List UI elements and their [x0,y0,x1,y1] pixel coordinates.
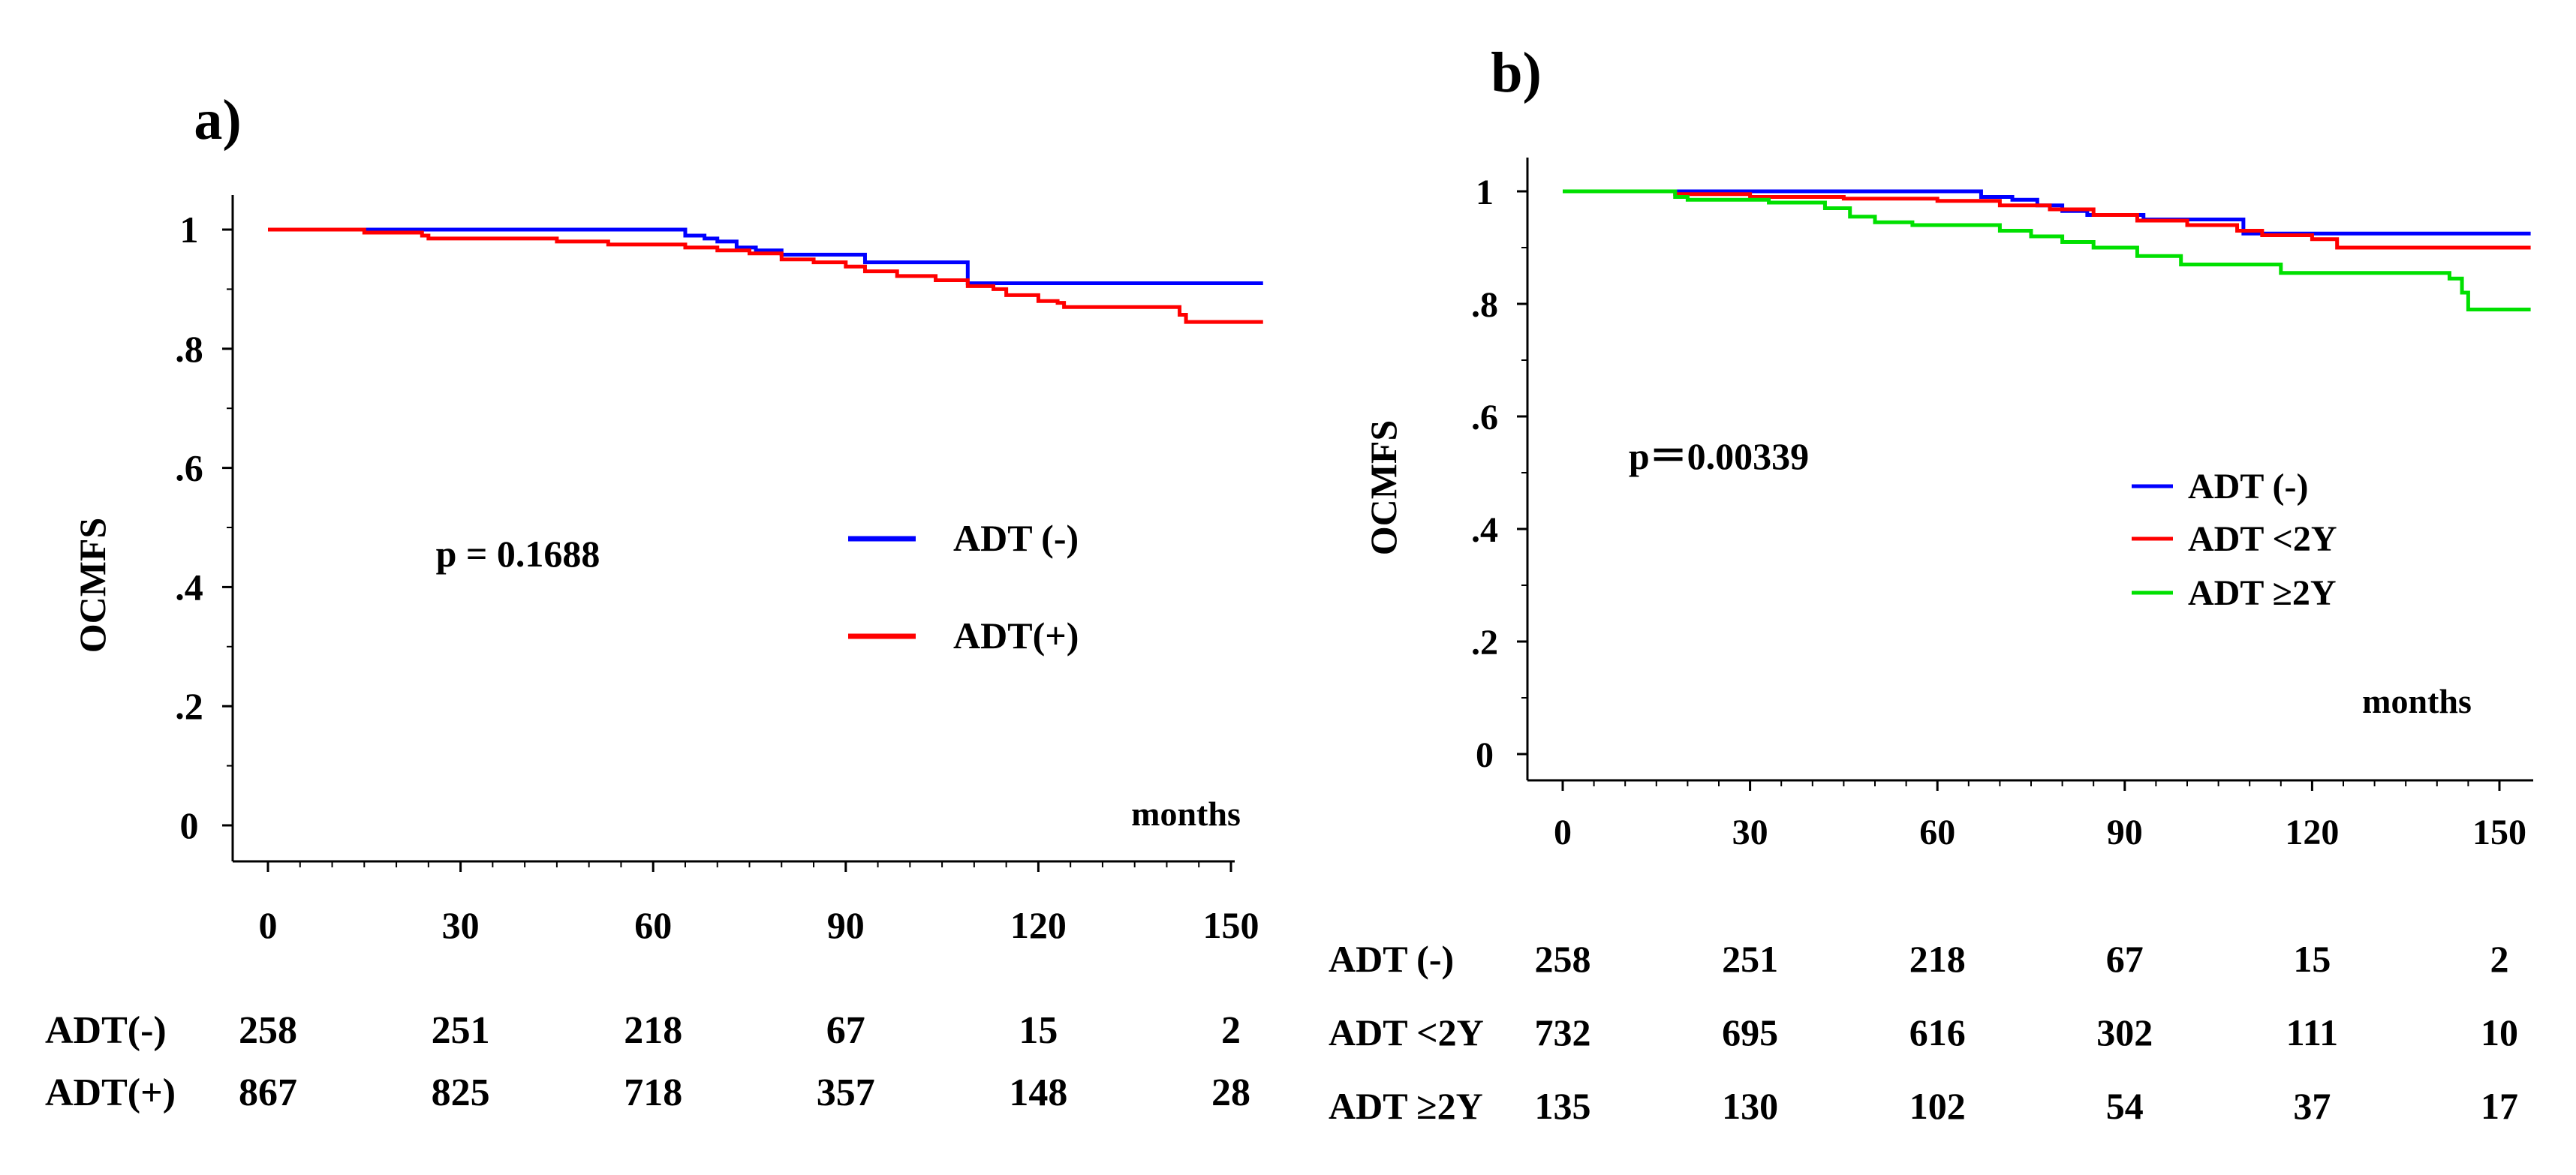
panel-b-risk-count: 17 [2481,1085,2518,1127]
panel-b-risk-count: 258 [1535,938,1591,980]
panel-b-risk-count: 130 [1722,1085,1778,1127]
panel-a-y-tick-label: .6 [175,447,203,489]
panel-b-y-tick-label: .4 [1471,510,1498,550]
panel-a-risk-row-label: ADT(+) [45,1071,176,1114]
panel-b-risk-count: 2 [2490,938,2509,980]
panel-b-x-tick-label: 0 [1554,813,1572,852]
panel-b-x-tick-label: 30 [1732,813,1768,852]
panel-b-risk-count: 218 [1909,938,1966,980]
panel-a-risk-count: 218 [624,1009,682,1052]
panel-a-y-tick-label: 0 [180,804,199,846]
panel-b-legend-entry: ADT <2Y [2188,519,2337,559]
panel-a-risk-count: 718 [624,1071,682,1114]
panel-b-risk-row-label: ADT (-) [1329,938,1454,980]
panel-b-y-tick-label: 1 [1476,173,1494,212]
panel-b-x-tick-label: 120 [2285,813,2339,852]
panel-b-y-tick-label: 0 [1476,735,1494,775]
panel-b-legend-entry: ADT (-) [2188,467,2308,506]
panel-a-risk-count: 148 [1009,1071,1067,1114]
panel-a-x-tick-label: 150 [1203,904,1259,946]
panel-b-x-tick-label: 90 [2107,813,2143,852]
panel-a-risk-count: 2 [1221,1009,1241,1052]
panel-b-curve-series-2 [1563,189,2531,250]
panel-a-risk-count: 251 [432,1009,490,1052]
panel-a-y-axis-label: OCMFS [71,518,113,654]
panel-b-risk-count: 695 [1722,1011,1778,1053]
panel-a-legend-entry: ADT (-) [953,517,1079,559]
panel-a-curve-series-1 [268,227,1263,285]
panel-b-risk-count: 732 [1535,1011,1591,1053]
panel-b-risk-count: 102 [1909,1085,1966,1127]
panel-b-risk-count: 616 [1909,1011,1966,1053]
panel-b-risk-row-label: ADT <2Y [1329,1011,1484,1053]
panel-b-y-tick-label: .2 [1471,623,1498,663]
panel-b-x-axis-label: months [2362,682,2472,720]
panel-b-risk-count: 10 [2481,1011,2518,1053]
panel-a-x-axis-label: months [1131,795,1241,833]
panel-b-curve-series-3 [1563,189,2531,311]
panel-b-legend-entry: ADT ≥2Y [2188,573,2336,613]
panel-b-risk-count: 251 [1722,938,1778,980]
panel-a-p-value: p = 0.1688 [436,533,600,575]
panel-a-curve-series-2 [268,227,1263,324]
panel-a-risk-count: 825 [432,1071,490,1114]
panel-b-label: b) [1491,41,1542,104]
panel-a-legend-entry: ADT(+) [953,615,1079,657]
panel-b-x-tick-label: 150 [2472,813,2526,852]
panel-a-y-tick-label: .4 [175,566,203,608]
panel-b-risk-count: 111 [2286,1011,2338,1053]
panel-a-risk-count: 357 [817,1071,875,1114]
panel-a-y-tick-label: 1 [180,209,199,251]
panel-a-risk-count: 28 [1211,1071,1250,1114]
panel-a-x-tick-label: 30 [442,904,480,946]
panel-a-x-tick-label: 0 [259,904,278,946]
panel-b-risk-count: 67 [2106,938,2144,980]
panel-b-risk-count: 54 [2106,1085,2144,1127]
panel-b-y-tick-label: .6 [1471,398,1498,437]
panel-a-x-tick-label: 90 [827,904,865,946]
panel-b-risk-count: 302 [2096,1011,2153,1053]
panel-a-x-tick-label: 120 [1010,904,1067,946]
panel-a-label: a) [194,89,241,152]
panel-a-y-tick-label: .2 [175,685,203,727]
panel-b-risk-count: 135 [1535,1085,1591,1127]
panel-a-risk-count: 867 [239,1071,297,1114]
panel-b-p-value: p＝0.00339 [1629,435,1809,477]
panel-b-risk-count: 37 [2293,1085,2331,1127]
panel-b-curve-series-1 [1563,189,2531,236]
panel-b-x-tick-label: 60 [1919,813,1955,852]
panel-b-y-axis-label: OCMFS [1362,420,1404,556]
panel-b-risk-count: 15 [2293,938,2331,980]
panel-a-y-tick-label: .8 [175,328,203,370]
panel-a-risk-row-label: ADT(-) [45,1009,167,1052]
panel-b-y-tick-label: .8 [1471,285,1498,325]
panel-a-risk-count: 67 [826,1009,865,1052]
panel-b-risk-row-label: ADT ≥2Y [1329,1085,1483,1127]
panel-a-x-tick-label: 60 [634,904,672,946]
panel-a-risk-count: 258 [239,1009,297,1052]
panel-a-risk-count: 15 [1019,1009,1058,1052]
